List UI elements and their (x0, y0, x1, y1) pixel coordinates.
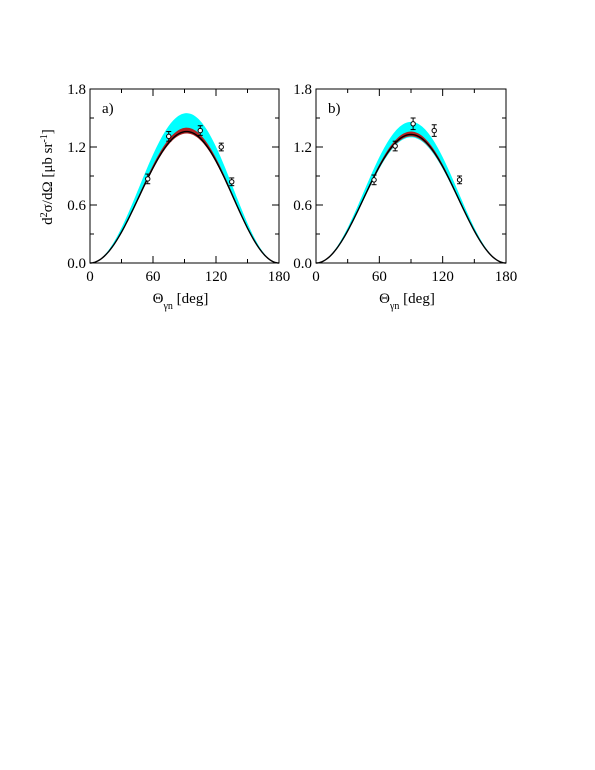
panel-b: 0 60 120 180 0.0 0.6 1.2 1.8 b) Θγn [deg] (293, 82, 517, 312)
data-point (431, 124, 437, 137)
panel-a: 0 60 120 180 0.0 0.6 1.2 1.8 a) Θγn [deg] (67, 82, 290, 312)
data-point (145, 173, 151, 185)
y-axis-label: d2σ/dΩ [μb sr-1] (39, 129, 57, 225)
data-point (371, 174, 377, 186)
data-point (392, 140, 398, 152)
red-band (90, 127, 279, 264)
central-curve (89, 130, 280, 264)
x-tick-label: 0 (86, 269, 94, 285)
x-tick-label: 120 (205, 269, 228, 285)
x-tick-label: 180 (268, 269, 291, 285)
panel-label: a) (102, 101, 114, 117)
y-tick-label: 0.6 (293, 198, 312, 214)
x-tick-label: 60 (146, 269, 161, 285)
y-tick-label: 1.2 (293, 140, 312, 156)
x-axis-label: Θγn [deg] (153, 291, 209, 312)
data-point (166, 131, 172, 142)
y-tick-label: 0.6 (67, 198, 86, 214)
y-tick-label: 1.8 (67, 82, 86, 98)
central-curve (315, 133, 507, 264)
y-tick-label: 0.0 (67, 256, 86, 272)
data-point (456, 175, 463, 185)
x-tick-label: 120 (431, 269, 454, 285)
y-tick-label: 1.2 (67, 140, 86, 156)
cyan-band (90, 113, 279, 264)
x-axis-label: Θγn [deg] (379, 291, 435, 312)
red-band (316, 131, 506, 263)
data-point (410, 117, 416, 131)
data-point (197, 125, 203, 136)
x-tick-label: 180 (495, 269, 518, 285)
y-tick-label: 1.8 (293, 82, 312, 98)
x-tick-label: 60 (372, 269, 387, 285)
y-tick-label: 0.0 (293, 256, 312, 272)
panel-label: b) (328, 101, 341, 117)
data-point (229, 177, 235, 187)
x-tick-label: 0 (312, 269, 320, 285)
cyan-band (316, 121, 506, 264)
data-point (218, 142, 224, 152)
